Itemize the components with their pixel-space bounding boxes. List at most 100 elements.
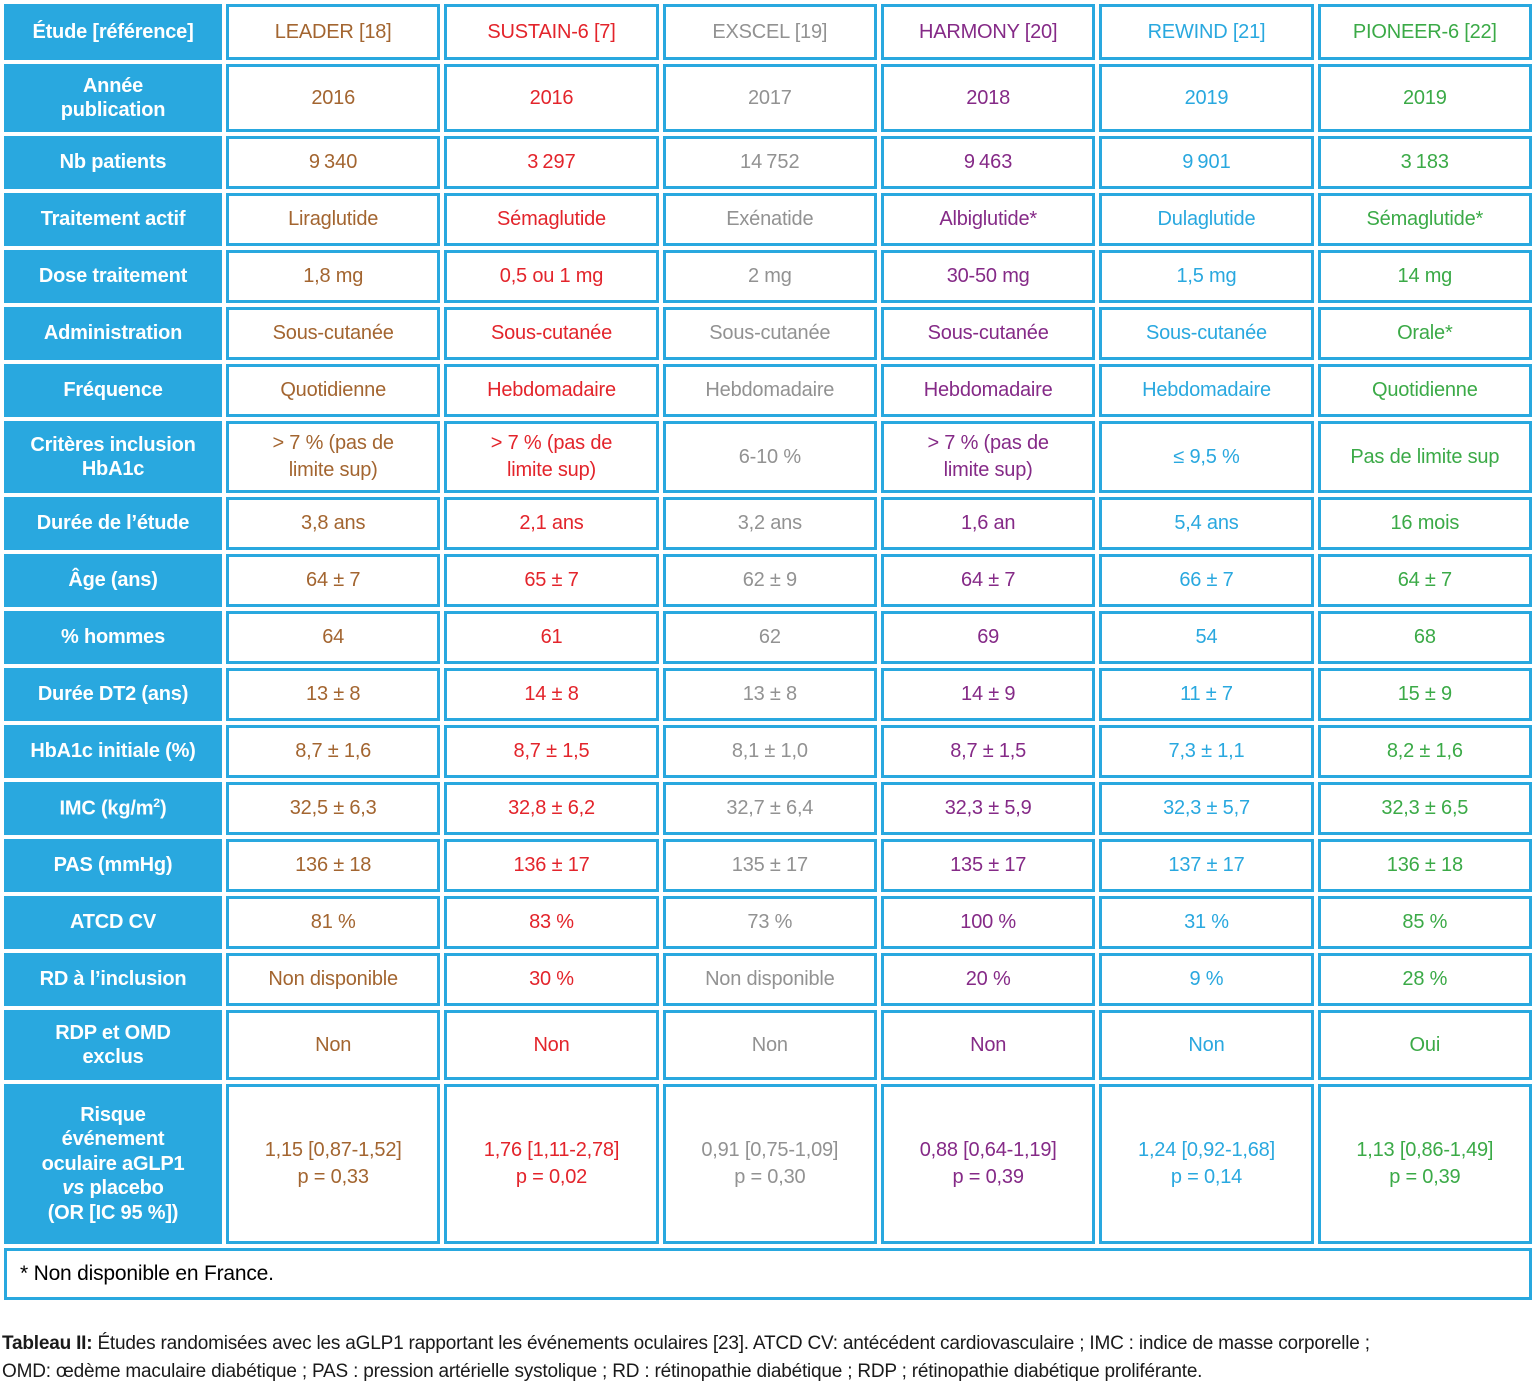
data-cell: 64 ± 7 <box>1317 554 1532 607</box>
row-header: IMC (kg/m2) <box>4 782 222 835</box>
data-cell: 81 % <box>226 896 441 949</box>
row-header: % hommes <box>4 611 222 664</box>
data-cell: 32,7 ± 6,4 <box>662 782 877 835</box>
data-cell: 1,5 mg <box>1099 250 1314 303</box>
data-cell: Sémaglutide* <box>1317 193 1532 246</box>
data-cell: 2019 <box>1317 64 1532 132</box>
data-cell: 2019 <box>1099 64 1314 132</box>
data-cell: 9 340 <box>226 136 441 189</box>
data-cell: Non disponible <box>662 953 877 1006</box>
table-row: Année publication 2016 2016 2017 2018 2019 2019 <box>4 64 1532 132</box>
data-cell: 3,2 ans <box>662 497 877 550</box>
data-cell: 2,1 ans <box>444 497 659 550</box>
data-cell: 5,4 ans <box>1099 497 1314 550</box>
data-cell: 64 ± 7 <box>880 554 1096 607</box>
data-cell: 6-10 % <box>662 421 877 493</box>
data-cell: Quotidienne <box>226 364 441 417</box>
data-cell: 100 % <box>880 896 1096 949</box>
data-cell: 61 <box>444 611 659 664</box>
footnote-row: * Non disponible en France. <box>4 1248 1532 1300</box>
data-cell: 16 mois <box>1317 497 1532 550</box>
table-row: % hommes 64 61 62 69 54 68 <box>4 611 1532 664</box>
table-row: Dose traitement 1,8 mg 0,5 ou 1 mg 2 mg 30-5… <box>4 250 1532 303</box>
column-header-study: PIONEER-6 [22] <box>1317 4 1532 60</box>
data-cell: 3 183 <box>1317 136 1532 189</box>
data-cell: 2016 <box>226 64 441 132</box>
data-cell: 136 ± 18 <box>1317 839 1532 892</box>
data-cell: 2018 <box>880 64 1096 132</box>
data-cell: 32,3 ± 5,9 <box>880 782 1096 835</box>
data-cell: 14 ± 8 <box>444 668 659 721</box>
data-cell: 137 ± 17 <box>1099 839 1314 892</box>
data-cell: Non <box>1099 1010 1314 1080</box>
column-header-study: REWIND [21] <box>1099 4 1314 60</box>
data-cell: Quotidienne <box>1317 364 1532 417</box>
data-cell: 28 % <box>1317 953 1532 1006</box>
data-cell: 0,88 [0,64-1,19] p = 0,39 <box>880 1084 1096 1244</box>
page: Étude [référence] LEADER [18] SUSTAIN-6 [7… <box>2 4 1532 1382</box>
data-cell: Non <box>226 1010 441 1080</box>
data-cell: 3,8 ans <box>226 497 441 550</box>
caption-table-number: Tableau II: <box>2 1333 93 1354</box>
data-cell: 11 ± 7 <box>1099 668 1314 721</box>
data-cell: Exénatide <box>662 193 877 246</box>
row-header: PAS (mmHg) <box>4 839 222 892</box>
data-cell: Hebdomadaire <box>1099 364 1314 417</box>
data-cell: Orale* <box>1317 307 1532 360</box>
row-header: Critères inclusion HbA1c <box>4 421 222 493</box>
data-cell: 8,2 ± 1,6 <box>1317 725 1532 778</box>
corner-header-etude-reference: Étude [référence] <box>4 4 222 60</box>
studies-comparison-table: Étude [référence] LEADER [18] SUSTAIN-6 [7… <box>4 4 1532 1300</box>
data-cell: Hebdomadaire <box>662 364 877 417</box>
data-cell: 32,5 ± 6,3 <box>226 782 441 835</box>
data-cell: Pas de limite sup <box>1317 421 1532 493</box>
header-row: Étude [référence] LEADER [18] SUSTAIN-6 [7… <box>4 4 1532 60</box>
row-header: Année publication <box>4 64 222 132</box>
column-header-study: SUSTAIN-6 [7] <box>444 4 659 60</box>
data-cell: 2017 <box>662 64 877 132</box>
data-cell: Sous-cutanée <box>444 307 659 360</box>
data-cell: 1,6 an <box>880 497 1096 550</box>
caption-line-1: Études randomisées avec les aGLP1 rappor… <box>92 1333 1370 1354</box>
table-row: ATCD CV 81 % 83 % 73 % 100 % 31 % 85 % <box>4 896 1532 949</box>
data-cell: Non <box>880 1010 1096 1080</box>
row-header: ATCD CV <box>4 896 222 949</box>
data-cell: > 7 % (pas de limite sup) <box>880 421 1096 493</box>
data-cell: 73 % <box>662 896 877 949</box>
data-cell: Hebdomadaire <box>880 364 1096 417</box>
data-cell: 8,7 ± 1,6 <box>226 725 441 778</box>
data-cell: 7,3 ± 1,1 <box>1099 725 1314 778</box>
data-cell: 15 ± 9 <box>1317 668 1532 721</box>
row-header: Administration <box>4 307 222 360</box>
row-header: Traitement actif <box>4 193 222 246</box>
data-cell: Albiglutide* <box>880 193 1096 246</box>
data-cell: 30 % <box>444 953 659 1006</box>
table-row: Risque événement oculaire aGLP1 vs placebo(… <box>4 1084 1532 1244</box>
table-row: PAS (mmHg) 136 ± 18 136 ± 17 135 ± 17 135 ± … <box>4 839 1532 892</box>
data-cell: 64 ± 7 <box>226 554 441 607</box>
footnote-cell: * Non disponible en France. <box>4 1248 1532 1300</box>
data-cell: 31 % <box>1099 896 1314 949</box>
row-header: Fréquence <box>4 364 222 417</box>
data-cell: 136 ± 18 <box>226 839 441 892</box>
data-cell: > 7 % (pas de limite sup) <box>444 421 659 493</box>
data-cell: 13 ± 8 <box>662 668 877 721</box>
data-cell: 136 ± 17 <box>444 839 659 892</box>
data-cell: > 7 % (pas de limite sup) <box>226 421 441 493</box>
data-cell: 3 297 <box>444 136 659 189</box>
data-cell: ≤ 9,5 % <box>1099 421 1314 493</box>
data-cell: 32,3 ± 6,5 <box>1317 782 1532 835</box>
data-cell: Dulaglutide <box>1099 193 1314 246</box>
column-header-study: LEADER [18] <box>226 4 441 60</box>
data-cell: 20 % <box>880 953 1096 1006</box>
row-header: Risque événement oculaire aGLP1 vs placebo(… <box>4 1084 222 1244</box>
row-header: RD à l’inclusion <box>4 953 222 1006</box>
data-cell: 66 ± 7 <box>1099 554 1314 607</box>
data-cell: 54 <box>1099 611 1314 664</box>
data-cell: Sous-cutanée <box>880 307 1096 360</box>
row-header: Durée DT2 (ans) <box>4 668 222 721</box>
data-cell: 135 ± 17 <box>880 839 1096 892</box>
data-cell: 62 <box>662 611 877 664</box>
